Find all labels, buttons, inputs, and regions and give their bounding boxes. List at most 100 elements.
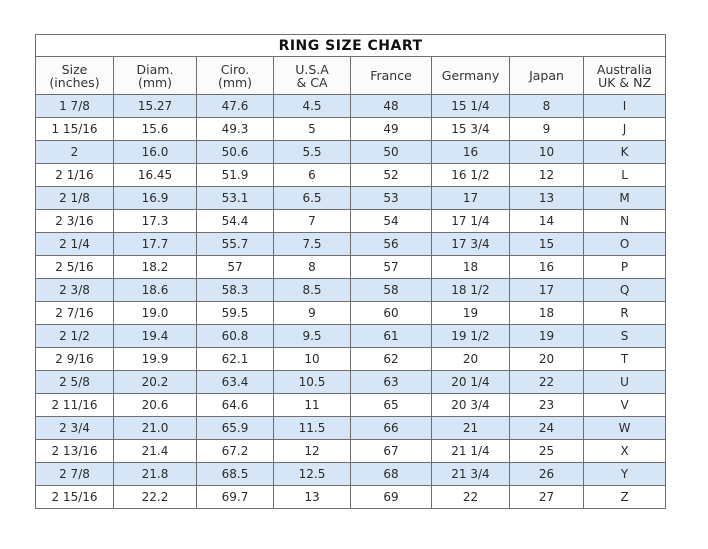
cell-france: 57 [350,255,432,279]
cell-diameter-mm: 19.9 [113,347,197,371]
cell-diameter-mm: 19.0 [113,301,197,325]
cell-germany: 22 [431,485,510,509]
cell-france: 60 [350,301,432,325]
cell-diameter-mm: 17.7 [113,232,197,256]
cell-germany: 16 1/2 [431,163,510,187]
header-label: & CA [296,74,328,90]
cell-germany: 17 3/4 [431,232,510,256]
cell-circumference-mm: 58.3 [196,278,274,302]
cell-australia-uk-nz: V [582,393,667,417]
header-row: Size (inches) Diam. (mm) Ciro. (mm) U.S.A & CA F… [35,56,667,95]
cell-circumference-mm: 62.1 [196,347,274,371]
cell-australia-uk-nz: R [582,301,667,325]
cell-germany: 20 1/4 [431,370,510,394]
cell-circumference-mm: 57 [196,255,274,279]
cell-usa-ca: 12.5 [273,462,351,486]
cell-france: 56 [350,232,432,256]
cell-germany: 18 [431,255,510,279]
cell-circumference-mm: 60.8 [196,324,274,348]
cell-circumference-mm: 55.7 [196,232,274,256]
cell-circumference-mm: 59.5 [196,301,274,325]
cell-japan: 10 [509,140,584,164]
cell-france: 58 [350,278,432,302]
header-label: Germany [441,68,500,83]
table-row: 2 3/4 21.0 65.9 11.5 66 21 24 W [35,416,667,440]
cell-germany: 21 1/4 [431,439,510,463]
cell-japan: 18 [509,301,584,325]
cell-japan: 20 [509,347,584,371]
header-label: (mm) [137,74,173,90]
table-body: 1 7/8 15.27 47.6 4.5 48 15 1/4 8 I 1 15/16 15.6 49… [35,94,667,509]
cell-germany: 19 [431,301,510,325]
cell-australia-uk-nz: P [582,255,667,279]
cell-france: 53 [350,186,432,210]
cell-australia-uk-nz: L [582,163,667,187]
table-row: 2 15/16 22.2 69.7 13 69 22 27 Z [35,485,667,509]
cell-circumference-mm: 64.6 [196,393,274,417]
cell-size-inches: 2 1/16 [35,163,114,187]
cell-australia-uk-nz: K [582,140,667,164]
cell-france: 50 [350,140,432,164]
cell-usa-ca: 9 [273,301,351,325]
cell-australia-uk-nz: Y [582,462,667,486]
cell-diameter-mm: 17.3 [113,209,197,233]
cell-diameter-mm: 20.6 [113,393,197,417]
cell-diameter-mm: 21.0 [113,416,197,440]
column-header-japan: Japan [509,56,584,95]
table-row: 2 1/8 16.9 53.1 6.5 53 17 13 M [35,186,667,210]
cell-circumference-mm: 63.4 [196,370,274,394]
cell-germany: 20 [431,347,510,371]
cell-germany: 16 [431,140,510,164]
cell-germany: 15 3/4 [431,117,510,141]
column-header-size-inches: Size (inches) [35,56,114,95]
cell-japan: 23 [509,393,584,417]
cell-usa-ca: 6 [273,163,351,187]
cell-usa-ca: 13 [273,485,351,509]
cell-size-inches: 2 7/16 [35,301,114,325]
table-row: 2 1/2 19.4 60.8 9.5 61 19 1/2 19 S [35,324,667,348]
cell-usa-ca: 11 [273,393,351,417]
table-row: 2 1/16 16.45 51.9 6 52 16 1/2 12 L [35,163,667,187]
cell-size-inches: 2 [35,140,114,164]
header-label: Japan [529,68,564,83]
header-label: Size [61,61,88,77]
cell-size-inches: 2 15/16 [35,485,114,509]
table-row: 2 13/16 21.4 67.2 12 67 21 1/4 25 X [35,439,667,463]
cell-size-inches: 2 7/8 [35,462,114,486]
column-header-france: France [350,56,432,95]
cell-australia-uk-nz: W [582,416,667,440]
cell-diameter-mm: 19.4 [113,324,197,348]
header-label: UK & NZ [598,74,652,90]
cell-france: 52 [350,163,432,187]
header-label: Australia [596,61,653,77]
cell-diameter-mm: 16.0 [113,140,197,164]
cell-diameter-mm: 15.27 [113,94,197,118]
cell-france: 62 [350,347,432,371]
cell-size-inches: 2 3/4 [35,416,114,440]
cell-size-inches: 2 1/2 [35,324,114,348]
cell-circumference-mm: 47.6 [196,94,274,118]
cell-size-inches: 1 15/16 [35,117,114,141]
table-row: 2 3/16 17.3 54.4 7 54 17 1/4 14 N [35,209,667,233]
cell-diameter-mm: 20.2 [113,370,197,394]
cell-france: 49 [350,117,432,141]
header-label: (mm) [217,74,253,90]
cell-france: 48 [350,94,432,118]
header-label: France [370,68,412,83]
cell-germany: 19 1/2 [431,324,510,348]
cell-france: 66 [350,416,432,440]
cell-japan: 27 [509,485,584,509]
cell-australia-uk-nz: T [582,347,667,371]
cell-diameter-mm: 16.45 [113,163,197,187]
cell-germany: 21 [431,416,510,440]
cell-diameter-mm: 21.8 [113,462,197,486]
cell-size-inches: 2 1/8 [35,186,114,210]
cell-france: 67 [350,439,432,463]
cell-germany: 21 3/4 [431,462,510,486]
cell-circumference-mm: 65.9 [196,416,274,440]
cell-usa-ca: 5.5 [273,140,351,164]
cell-diameter-mm: 18.2 [113,255,197,279]
cell-usa-ca: 12 [273,439,351,463]
cell-size-inches: 1 7/8 [35,94,114,118]
cell-circumference-mm: 51.9 [196,163,274,187]
